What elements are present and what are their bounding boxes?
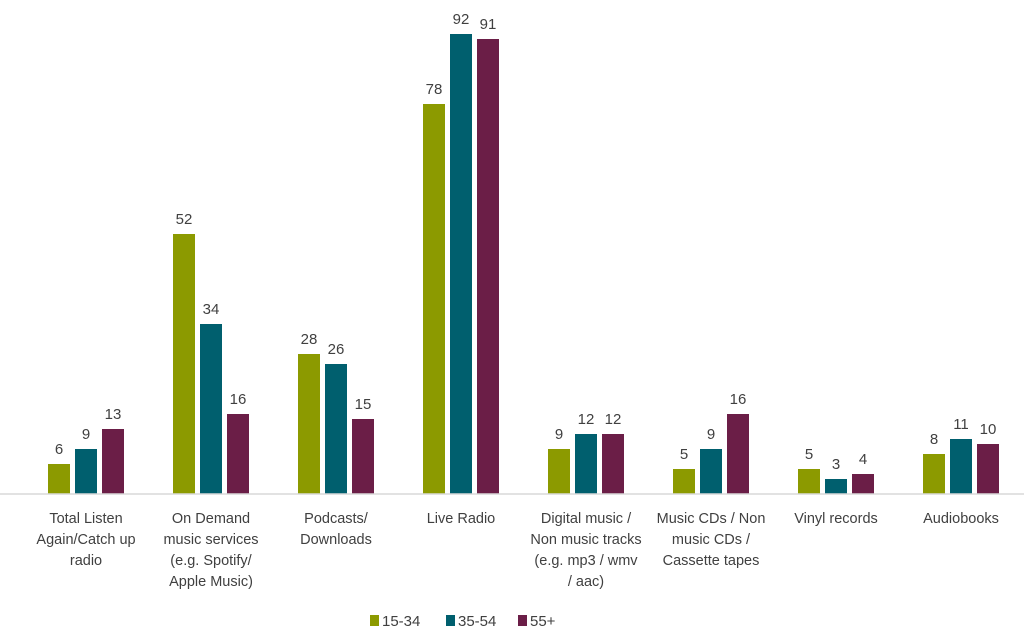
bar-55+-0 <box>102 429 124 494</box>
data-label-35-54-3: 92 <box>453 11 470 28</box>
data-label-55+-3: 91 <box>480 16 497 33</box>
bar-15-34-1 <box>173 234 195 494</box>
category-label-0-line-2: radio <box>70 553 102 569</box>
legend-label-35-54: 35-54 <box>458 613 496 630</box>
data-label-35-54-0: 9 <box>82 426 90 443</box>
data-label-15-34-5: 5 <box>680 446 688 463</box>
category-label-1-line-2: (e.g. Spotify/ <box>170 553 252 569</box>
bar-55+-6 <box>852 474 874 494</box>
category-label-5-line-1: music CDs / <box>672 532 751 548</box>
category-label-7-line-0: Audiobooks <box>923 511 999 527</box>
data-label-55+-0: 13 <box>105 406 122 423</box>
data-label-35-54-5: 9 <box>707 426 715 443</box>
data-label-15-34-1: 52 <box>176 211 193 228</box>
category-label-5-line-0: Music CDs / Non <box>657 511 766 527</box>
bar-35-54-5 <box>700 449 722 494</box>
category-label-4-line-3: / aac) <box>568 574 604 590</box>
category-label-0-line-1: Again/Catch up <box>36 532 135 548</box>
data-label-55+-6: 4 <box>859 451 867 468</box>
legend-swatch-15-34 <box>370 615 379 626</box>
legend-swatch-35-54 <box>446 615 455 626</box>
bar-35-54-7 <box>950 439 972 494</box>
bar-35-54-1 <box>200 324 222 494</box>
data-label-35-54-2: 26 <box>328 341 345 358</box>
legend: 15-34 35-54 55+ <box>370 613 556 630</box>
data-label-15-34-4: 9 <box>555 426 563 443</box>
bar-15-34-5 <box>673 469 695 494</box>
bar-55+-5 <box>727 414 749 494</box>
legend-label-55+: 55+ <box>530 613 556 630</box>
category-label-3-line-0: Live Radio <box>427 511 496 527</box>
legend-label-15-34: 15-34 <box>382 613 420 630</box>
bar-35-54-3 <box>450 34 472 494</box>
bar-55+-1 <box>227 414 249 494</box>
data-label-55+-1: 16 <box>230 391 247 408</box>
category-label-4-line-1: Non music tracks <box>530 532 641 548</box>
data-label-35-54-4: 12 <box>578 411 595 428</box>
category-label-2-line-1: Downloads <box>300 532 372 548</box>
data-label-55+-7: 10 <box>980 421 997 438</box>
category-label-0-line-0: Total Listen <box>49 511 122 527</box>
data-label-15-34-7: 8 <box>930 431 938 448</box>
category-label-1-line-3: Apple Music) <box>169 574 253 590</box>
bar-55+-2 <box>352 419 374 494</box>
category-label-4-line-0: Digital music / <box>541 511 632 527</box>
data-label-55+-5: 16 <box>730 391 747 408</box>
category-label-2-line-0: Podcasts/ <box>304 511 369 527</box>
data-label-15-34-3: 78 <box>426 81 443 98</box>
bar-55+-4 <box>602 434 624 494</box>
data-label-15-34-0: 6 <box>55 441 63 458</box>
bar-35-54-6 <box>825 479 847 494</box>
legend-swatch-55+ <box>518 615 527 626</box>
category-label-6-line-0: Vinyl records <box>794 511 878 527</box>
bar-15-34-7 <box>923 454 945 494</box>
bar-15-34-6 <box>798 469 820 494</box>
category-labels-layer: Total Listen Again/Catch up radio On Demand… <box>36 511 998 590</box>
data-label-55+-2: 15 <box>355 396 372 413</box>
data-label-15-34-6: 5 <box>805 446 813 463</box>
bar-55+-7 <box>977 444 999 494</box>
bar-35-54-2 <box>325 364 347 494</box>
data-label-15-34-2: 28 <box>301 331 318 348</box>
data-label-35-54-1: 34 <box>203 301 220 318</box>
data-label-55+-4: 12 <box>605 411 622 428</box>
category-label-1-line-0: On Demand <box>172 511 250 527</box>
bar-35-54-4 <box>575 434 597 494</box>
bar-15-34-0 <box>48 464 70 494</box>
category-label-1-line-1: music services <box>163 532 258 548</box>
data-label-35-54-7: 11 <box>953 416 969 433</box>
bar-15-34-4 <box>548 449 570 494</box>
category-label-5-line-2: Cassette tapes <box>663 553 760 569</box>
category-label-4-line-2: (e.g. mp3 / wmv <box>534 553 638 569</box>
bar-35-54-0 <box>75 449 97 494</box>
data-label-35-54-6: 3 <box>832 456 840 473</box>
bar-15-34-2 <box>298 354 320 494</box>
bar-15-34-3 <box>423 104 445 494</box>
bar-55+-3 <box>477 39 499 494</box>
